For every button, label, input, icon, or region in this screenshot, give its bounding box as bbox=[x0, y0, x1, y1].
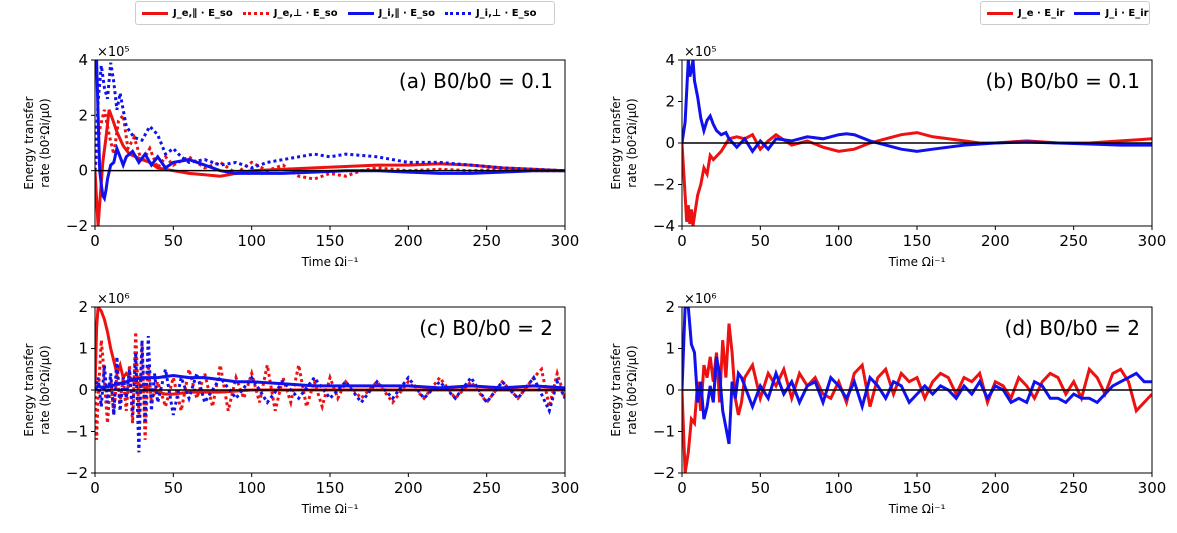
y-tick-label: −1 bbox=[653, 423, 675, 441]
y-axis-label: Energy transfer bbox=[22, 96, 36, 189]
x-tick-label: 250 bbox=[1059, 232, 1088, 250]
x-tick-label: 50 bbox=[164, 479, 183, 497]
x-tick-label: 0 bbox=[90, 232, 100, 250]
y-tick-label: 2 bbox=[665, 93, 675, 111]
x-axis-label: Time Ωi⁻¹ bbox=[301, 502, 359, 516]
y-tick-label: 4 bbox=[665, 51, 675, 69]
y-tick-label: 0 bbox=[78, 381, 88, 399]
legend-label: J_i · E_ir bbox=[1105, 7, 1149, 19]
x-tick-label: 250 bbox=[472, 479, 501, 497]
x-tick-label: 50 bbox=[751, 232, 770, 250]
chart-panel: 0 50 100 150 200 250 300 −2 −1 0 1 2 ×10⁶ (d) B0/b0 =… bbox=[609, 292, 1166, 516]
panel-title: (c) B0/b0 = 2 bbox=[419, 316, 553, 340]
x-tick-label: 0 bbox=[90, 479, 100, 497]
x-tick-label: 100 bbox=[237, 479, 266, 497]
series-line bbox=[682, 60, 1152, 154]
x-tick-label: 200 bbox=[981, 479, 1010, 497]
x-axis-label: Time Ωi⁻¹ bbox=[888, 502, 946, 516]
x-tick-label: 300 bbox=[551, 479, 580, 497]
y-tick-label: −4 bbox=[653, 217, 675, 235]
legend-item: J_e,⊥ · E_so bbox=[242, 7, 338, 19]
y-tick-label: 0 bbox=[78, 162, 88, 180]
panel-title: (a) B0/b0 = 0.1 bbox=[399, 69, 553, 93]
legend-swatch bbox=[1074, 11, 1101, 15]
y-axis-label: rate (b0²Ωi/μ0) bbox=[625, 345, 639, 434]
x-tick-label: 0 bbox=[677, 479, 687, 497]
y-tick-label: 0 bbox=[665, 134, 675, 152]
axis-multiplier: ×10⁵ bbox=[684, 45, 717, 60]
y-axis-label: rate (b0²Ωi/μ0) bbox=[38, 345, 52, 434]
y-axis-label: rate (b0²Ωi/μ0) bbox=[625, 98, 639, 187]
legend-swatch bbox=[142, 11, 168, 15]
y-tick-label: −2 bbox=[66, 464, 88, 482]
y-axis-label: rate (b0²Ωi/μ0) bbox=[38, 98, 52, 187]
x-tick-label: 300 bbox=[1138, 232, 1167, 250]
x-tick-label: 0 bbox=[677, 232, 687, 250]
legend-label: J_i,∥ · E_so bbox=[378, 7, 435, 19]
legend-item: J_i · E_ir bbox=[1074, 7, 1149, 19]
x-axis-label: Time Ωi⁻¹ bbox=[301, 255, 359, 269]
y-tick-label: 2 bbox=[665, 298, 675, 316]
x-tick-label: 150 bbox=[903, 479, 932, 497]
y-tick-label: −2 bbox=[66, 217, 88, 235]
series-line bbox=[95, 62, 565, 173]
panel-title: (b) B0/b0 = 0.1 bbox=[985, 69, 1140, 93]
legend-label: J_i,⊥ · E_so bbox=[475, 7, 537, 19]
series-line bbox=[682, 323, 1152, 473]
legend-item: J_i,∥ · E_so bbox=[347, 7, 435, 19]
x-tick-label: 100 bbox=[824, 232, 853, 250]
legend-swatch bbox=[444, 11, 471, 15]
series-line bbox=[682, 131, 1152, 226]
x-tick-label: 50 bbox=[164, 232, 183, 250]
y-axis-label: Energy transfer bbox=[22, 343, 36, 436]
x-tick-label: 250 bbox=[472, 232, 501, 250]
x-tick-label: 150 bbox=[903, 232, 932, 250]
x-tick-label: 250 bbox=[1059, 479, 1088, 497]
chart-panel: 0 50 100 150 200 250 300 −2 −1 0 1 2 ×10⁶ (c) B0/b0 =… bbox=[22, 292, 579, 516]
legend-label: J_e · E_ir bbox=[1018, 7, 1065, 19]
axis-multiplier: ×10⁶ bbox=[684, 292, 717, 307]
legend-swatch bbox=[242, 11, 269, 15]
y-tick-label: 0 bbox=[665, 381, 675, 399]
x-tick-label: 150 bbox=[316, 479, 345, 497]
series-line bbox=[95, 109, 565, 181]
panel-title: (d) B0/b0 = 2 bbox=[1005, 316, 1140, 340]
x-tick-label: 100 bbox=[824, 479, 853, 497]
x-tick-label: 150 bbox=[316, 232, 345, 250]
y-tick-label: 1 bbox=[665, 340, 675, 358]
legend-top-left: J_e,∥ · E_so J_e,⊥ · E_so J_i,∥ · E_so J_i,… bbox=[135, 1, 555, 25]
legend-item: J_e,∥ · E_so bbox=[142, 8, 233, 19]
x-tick-label: 200 bbox=[981, 232, 1010, 250]
legend-label: J_e,⊥ · E_so bbox=[273, 7, 338, 19]
series-line bbox=[95, 336, 565, 453]
x-axis-label: Time Ωi⁻¹ bbox=[888, 255, 946, 269]
y-tick-label: 2 bbox=[78, 106, 88, 124]
y-tick-label: 4 bbox=[78, 51, 88, 69]
chart-panel: 0 50 100 150 200 250 300 −4 −2 0 2 4 ×10⁵ (b) B0/b0 =… bbox=[609, 45, 1166, 269]
y-axis-label: Energy transfer bbox=[609, 343, 623, 436]
series-line bbox=[682, 307, 1152, 445]
x-tick-label: 300 bbox=[551, 232, 580, 250]
legend-label: J_e,∥ · E_so bbox=[173, 7, 233, 19]
x-tick-label: 200 bbox=[394, 232, 423, 250]
y-tick-label: −2 bbox=[653, 176, 675, 194]
legend-item: J_e · E_ir bbox=[987, 8, 1064, 19]
legend-item: J_i,⊥ · E_so bbox=[444, 7, 537, 19]
axis-multiplier: ×10⁵ bbox=[97, 45, 130, 60]
y-tick-label: −2 bbox=[653, 464, 675, 482]
y-axis-label: Energy transfer bbox=[609, 96, 623, 189]
y-tick-label: 1 bbox=[78, 340, 88, 358]
y-tick-label: −1 bbox=[66, 423, 88, 441]
x-tick-label: 100 bbox=[237, 232, 266, 250]
axis-multiplier: ×10⁶ bbox=[97, 292, 130, 307]
x-tick-label: 300 bbox=[1138, 479, 1167, 497]
x-tick-label: 200 bbox=[394, 479, 423, 497]
legend-top-right: J_e · E_ir J_i · E_ir bbox=[980, 1, 1150, 25]
x-tick-label: 50 bbox=[751, 479, 770, 497]
y-tick-label: 2 bbox=[78, 298, 88, 316]
legend-swatch bbox=[987, 11, 1013, 15]
legend-swatch bbox=[347, 11, 374, 15]
